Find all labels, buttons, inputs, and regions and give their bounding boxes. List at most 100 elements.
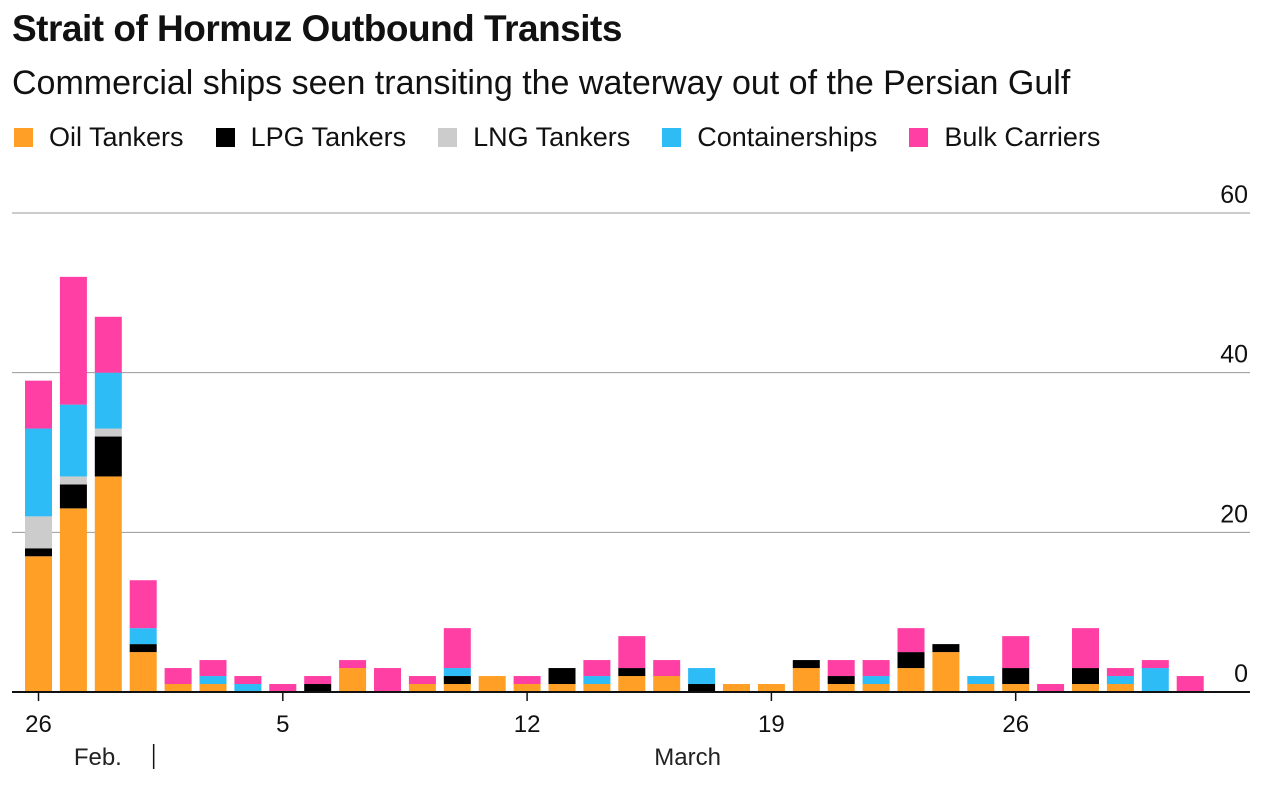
bar-segment-containerships bbox=[862, 676, 890, 685]
bar-segment-bulk-carriers bbox=[618, 636, 646, 669]
bar-segment-oil-tankers bbox=[408, 684, 436, 692]
bar-segment-lpg-tankers bbox=[25, 548, 52, 557]
bar-segment-containerships bbox=[443, 668, 471, 677]
legend-swatch-containerships bbox=[662, 128, 682, 147]
bar-segment-bulk-carriers bbox=[1002, 636, 1030, 669]
chart-subtitle: Commercial ships seen transiting the wat… bbox=[12, 64, 1071, 102]
bar-segment-lpg-tankers bbox=[94, 436, 122, 477]
bar-segment-containerships bbox=[1106, 676, 1134, 685]
bar-segment-bulk-carriers bbox=[653, 660, 681, 677]
y-tick-label-20: 20 bbox=[1220, 500, 1248, 528]
bar-segment-containerships bbox=[583, 676, 611, 685]
bar-segment-lpg-tankers bbox=[59, 484, 87, 509]
chart-title: Strait of Hormuz Outbound Transits bbox=[12, 8, 622, 49]
bar-segment-bulk-carriers bbox=[129, 580, 157, 629]
bar-segment-oil-tankers bbox=[723, 684, 750, 692]
bar-segment-oil-tankers bbox=[862, 684, 890, 692]
month-label: Feb. bbox=[74, 744, 122, 771]
bar-segment-bulk-carriers bbox=[25, 380, 52, 429]
legend-item-bulk-carriers: Bulk Carriers bbox=[909, 122, 1100, 153]
bar-segment-lpg-tankers bbox=[932, 644, 960, 653]
bar-segment-lpg-tankers bbox=[792, 660, 820, 669]
x-tick-label: 12 bbox=[514, 711, 541, 738]
bar-segment-oil-tankers bbox=[897, 668, 925, 692]
bar-segment-oil-tankers bbox=[1106, 684, 1134, 692]
bar-segment-containerships bbox=[967, 676, 995, 685]
bar-segment-lpg-tankers bbox=[443, 676, 471, 685]
bar-segment-bulk-carriers bbox=[897, 628, 925, 653]
legend-label-lpg-tankers: LPG Tankers bbox=[250, 122, 407, 152]
legend-swatch-lpg-tankers bbox=[215, 128, 235, 147]
bar-segment-containerships bbox=[199, 676, 227, 685]
bar-segment-lpg-tankers bbox=[827, 676, 855, 685]
bar-segment-containerships bbox=[25, 428, 52, 517]
x-tick-label: 26 bbox=[1002, 711, 1029, 738]
y-tick-label-60: 60 bbox=[1220, 181, 1248, 209]
bar-segment-oil-tankers bbox=[932, 652, 960, 692]
legend-label-lng-tankers: LNG Tankers bbox=[473, 122, 631, 152]
bar-segment-oil-tankers bbox=[513, 684, 541, 692]
bar-segment-oil-tankers bbox=[653, 676, 681, 692]
bar-segment-oil-tankers bbox=[94, 476, 122, 692]
legend-swatch-bulk-carriers bbox=[909, 128, 929, 147]
bar-segment-oil-tankers bbox=[757, 684, 785, 692]
bar-segment-oil-tankers bbox=[129, 652, 157, 692]
legend-item-containerships: Containerships bbox=[662, 122, 877, 153]
bar-segment-lpg-tankers bbox=[618, 668, 646, 677]
y-tick-label-0: 0 bbox=[1234, 660, 1248, 688]
bar-segment-containerships bbox=[688, 668, 716, 685]
bar-segment-lpg-tankers bbox=[548, 668, 576, 685]
bar-segment-bulk-carriers bbox=[827, 660, 855, 677]
legend-item-oil-tankers: Oil Tankers bbox=[14, 122, 184, 153]
bar-segment-containerships bbox=[59, 404, 87, 477]
y-tick-label-40: 40 bbox=[1220, 341, 1248, 369]
x-tick-label: 26 bbox=[25, 711, 52, 738]
x-tick-label: 19 bbox=[758, 711, 785, 738]
bar-segment-oil-tankers bbox=[827, 684, 855, 692]
bar-segment-lpg-tankers bbox=[897, 652, 925, 669]
bar-segment-lng-tankers bbox=[25, 516, 52, 549]
bar-segment-oil-tankers bbox=[25, 556, 52, 692]
bar-segment-lng-tankers bbox=[94, 428, 122, 437]
bar-segment-oil-tankers bbox=[548, 684, 576, 692]
bar-segment-oil-tankers bbox=[792, 668, 820, 692]
bar-segment-bulk-carriers bbox=[583, 660, 611, 677]
legend-swatch-oil-tankers bbox=[14, 128, 33, 147]
bar-segment-oil-tankers bbox=[1002, 684, 1030, 692]
legend-item-lpg-tankers: LPG Tankers bbox=[215, 122, 407, 153]
bar-segment-bulk-carriers bbox=[234, 676, 262, 685]
bar-segment-lpg-tankers bbox=[688, 684, 716, 692]
bar-segment-bulk-carriers bbox=[199, 660, 227, 677]
bar-segment-bulk-carriers bbox=[164, 668, 192, 685]
bar-segment-containerships bbox=[129, 628, 157, 645]
bar-segment-bulk-carriers bbox=[513, 676, 541, 685]
legend-swatch-lng-tankers bbox=[438, 128, 458, 147]
bar-segment-containerships bbox=[1141, 668, 1169, 692]
legend-label-containerships: Containerships bbox=[697, 122, 878, 152]
legend-item-lng-tankers: LNG Tankers bbox=[438, 122, 630, 153]
bar-segment-oil-tankers bbox=[618, 676, 646, 692]
bar-segment-lpg-tankers bbox=[129, 644, 157, 653]
bar-segment-lpg-tankers bbox=[1072, 668, 1099, 685]
bar-segment-oil-tankers bbox=[967, 684, 995, 692]
legend-label-oil-tankers: Oil Tankers bbox=[49, 122, 184, 152]
bar-segment-oil-tankers bbox=[583, 684, 611, 692]
bar-segment-containerships bbox=[234, 684, 262, 692]
bar-segment-bulk-carriers bbox=[862, 660, 890, 677]
bar-segment-bulk-carriers bbox=[1176, 676, 1204, 692]
bar-segment-bulk-carriers bbox=[269, 684, 297, 692]
bar-segment-bulk-carriers bbox=[59, 276, 87, 405]
bar-segment-bulk-carriers bbox=[339, 660, 367, 669]
bar-segment-bulk-carriers bbox=[1141, 660, 1169, 669]
bar-segment-lpg-tankers bbox=[304, 684, 332, 692]
legend: Oil Tankers LPG Tankers LNG Tankers Cont… bbox=[14, 122, 1132, 153]
bar-segment-bulk-carriers bbox=[304, 676, 332, 685]
month-label: March bbox=[654, 744, 721, 771]
bar-segment-oil-tankers bbox=[199, 684, 227, 692]
bar-segment-containerships bbox=[94, 372, 122, 429]
bar-segment-bulk-carriers bbox=[94, 316, 122, 373]
bar-segment-lpg-tankers bbox=[1002, 668, 1030, 685]
bar-segment-lng-tankers bbox=[59, 476, 87, 485]
bar-segment-oil-tankers bbox=[339, 668, 367, 692]
